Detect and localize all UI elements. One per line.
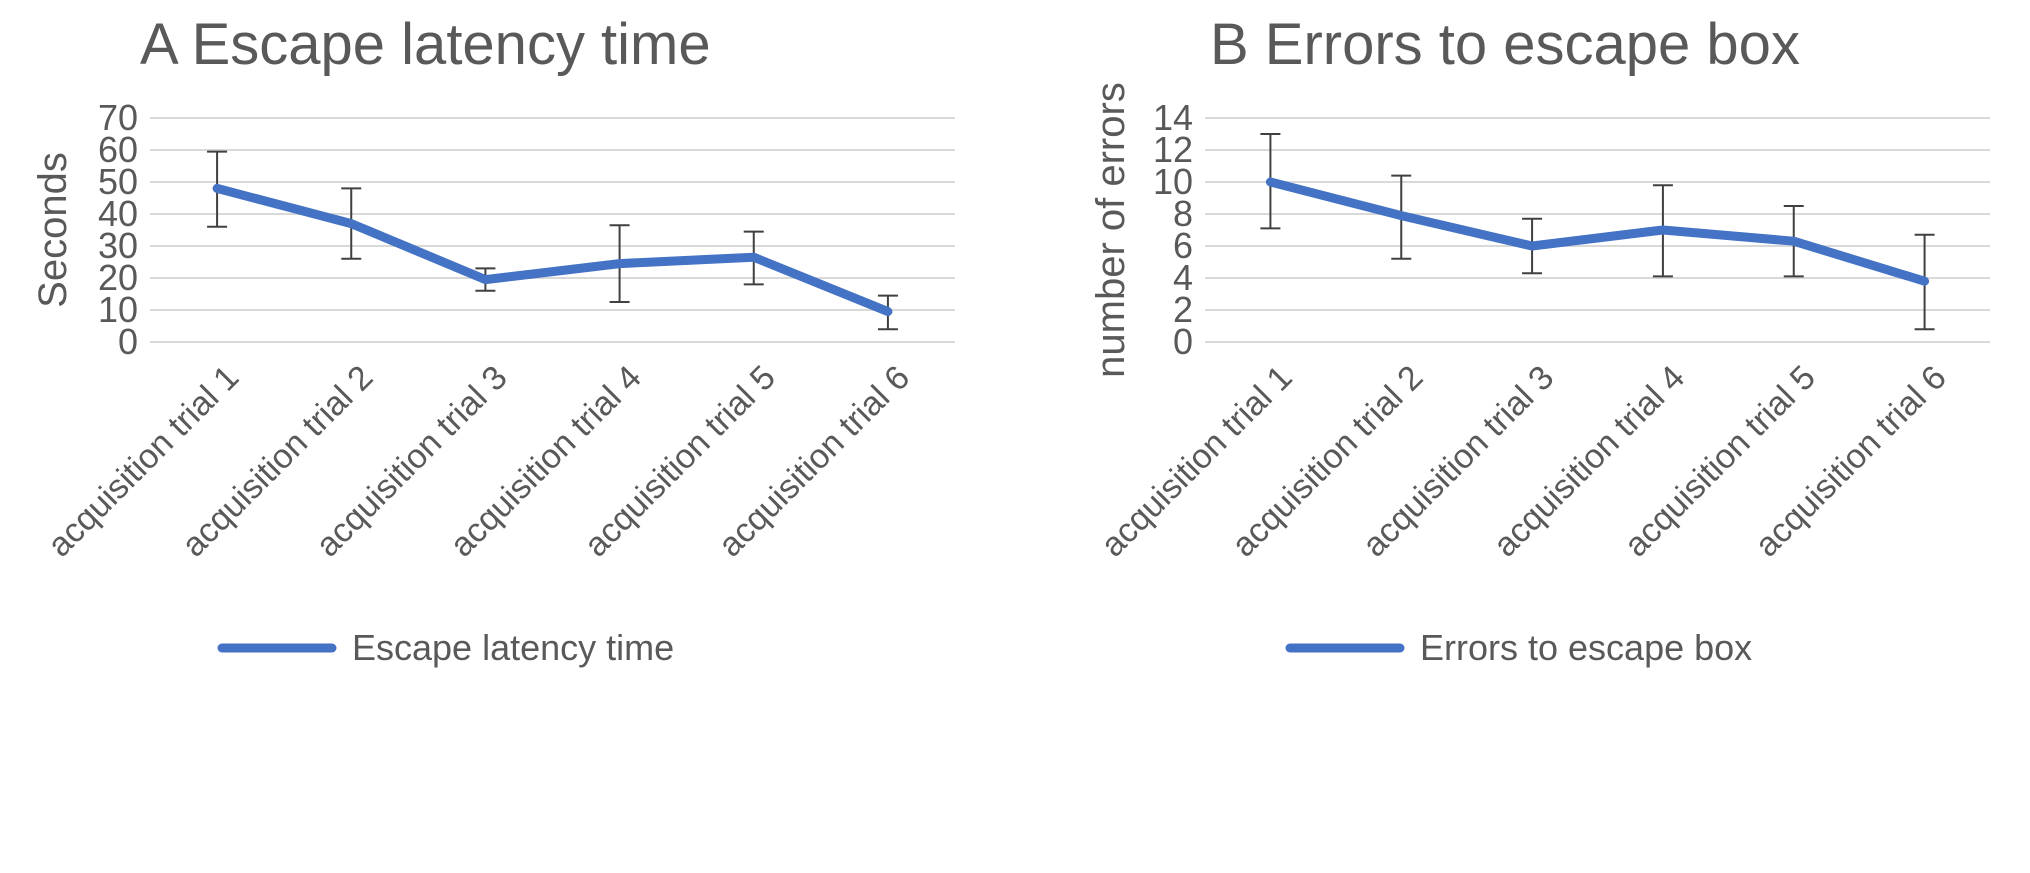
y-axis-label: Seconds — [31, 152, 75, 308]
y-tick-label: 12 — [1153, 129, 1193, 170]
y-tick-label: 6 — [1173, 225, 1193, 266]
data-point — [1923, 280, 1926, 283]
legend-label: Errors to escape box — [1420, 627, 1752, 668]
y-tick-label: 70 — [98, 97, 138, 138]
chart-title: A Escape latency time — [140, 12, 711, 77]
chart-title: B Errors to escape box — [1210, 12, 1800, 77]
y-tick-label: 50 — [98, 161, 138, 202]
y-tick-label: 8 — [1173, 193, 1193, 234]
y-tick-label: 40 — [98, 193, 138, 234]
y-tick-label: 30 — [98, 225, 138, 266]
data-point — [1269, 181, 1272, 183]
y-tick-label: 2 — [1173, 289, 1193, 330]
y-tick-label: 0 — [118, 321, 138, 362]
data-point — [1531, 245, 1534, 247]
y-tick-label: 4 — [1173, 257, 1193, 298]
data-point — [1661, 229, 1664, 231]
y-tick-label: 60 — [98, 129, 138, 170]
y-tick-label: 10 — [98, 289, 138, 330]
y-tick-label: 10 — [1153, 161, 1193, 202]
data-point — [1400, 214, 1403, 217]
series-line — [1265, 177, 1930, 286]
data-point — [1792, 240, 1795, 243]
series-line — [212, 183, 893, 317]
data-point — [216, 187, 219, 190]
y-tick-label: 20 — [98, 257, 138, 298]
legend-label: Escape latency time — [352, 627, 674, 668]
data-point — [618, 262, 621, 265]
y-tick-label: 0 — [1173, 321, 1193, 362]
data-point — [484, 278, 487, 281]
data-point — [886, 310, 889, 313]
y-axis-label: number of errors — [1089, 82, 1133, 378]
data-point — [752, 256, 755, 259]
y-tick-label: 14 — [1153, 97, 1193, 138]
data-point — [350, 222, 353, 225]
